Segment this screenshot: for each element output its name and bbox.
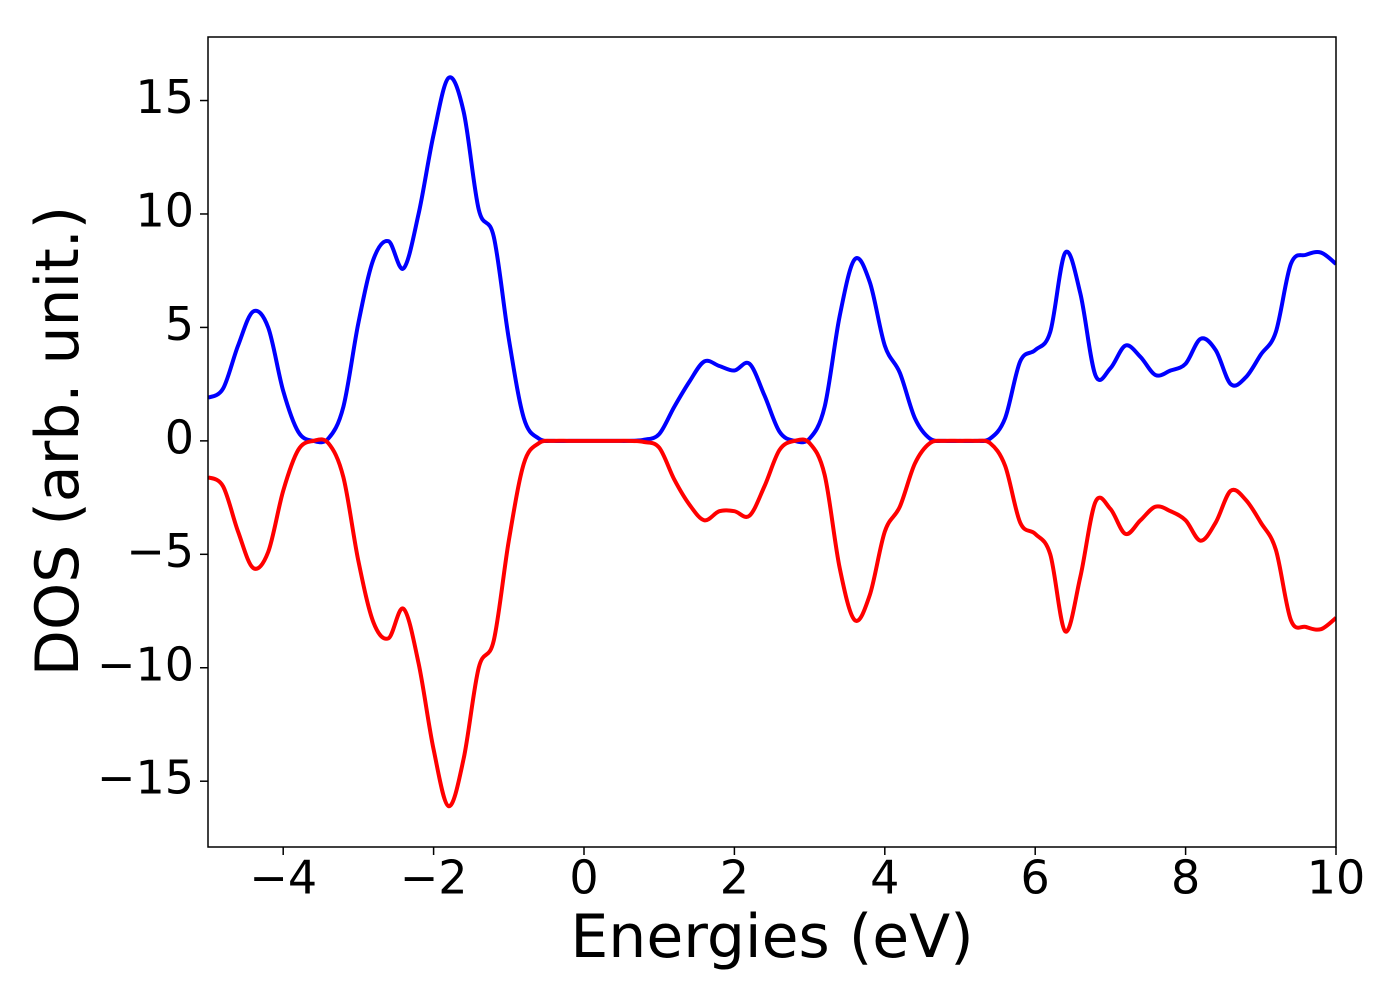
y-tick-label: 15 <box>135 70 194 124</box>
x-tick-label: −4 <box>249 851 317 905</box>
y-tick-label: −15 <box>97 751 194 805</box>
y-tick-label: 5 <box>165 297 194 351</box>
x-tick-label: −2 <box>400 851 468 905</box>
x-tick-label: 8 <box>1171 851 1200 905</box>
x-tick-label: 4 <box>870 851 899 905</box>
y-tick-label: −10 <box>97 637 194 691</box>
x-tick-label: 6 <box>1021 851 1050 905</box>
x-tick-label: 0 <box>569 851 598 905</box>
x-axis-label: Energies (eV) <box>570 902 973 972</box>
y-axis-label: DOS (arb. unit.) <box>23 206 93 676</box>
series-line <box>208 75 1336 445</box>
y-tick-label: 0 <box>165 410 194 464</box>
series-line <box>208 437 1336 809</box>
y-tick-label: −5 <box>126 524 194 578</box>
x-tick-label: 10 <box>1307 851 1366 905</box>
y-tick-label: 10 <box>135 183 194 237</box>
plot-frame <box>207 36 1337 848</box>
x-tick-label: 2 <box>720 851 749 905</box>
